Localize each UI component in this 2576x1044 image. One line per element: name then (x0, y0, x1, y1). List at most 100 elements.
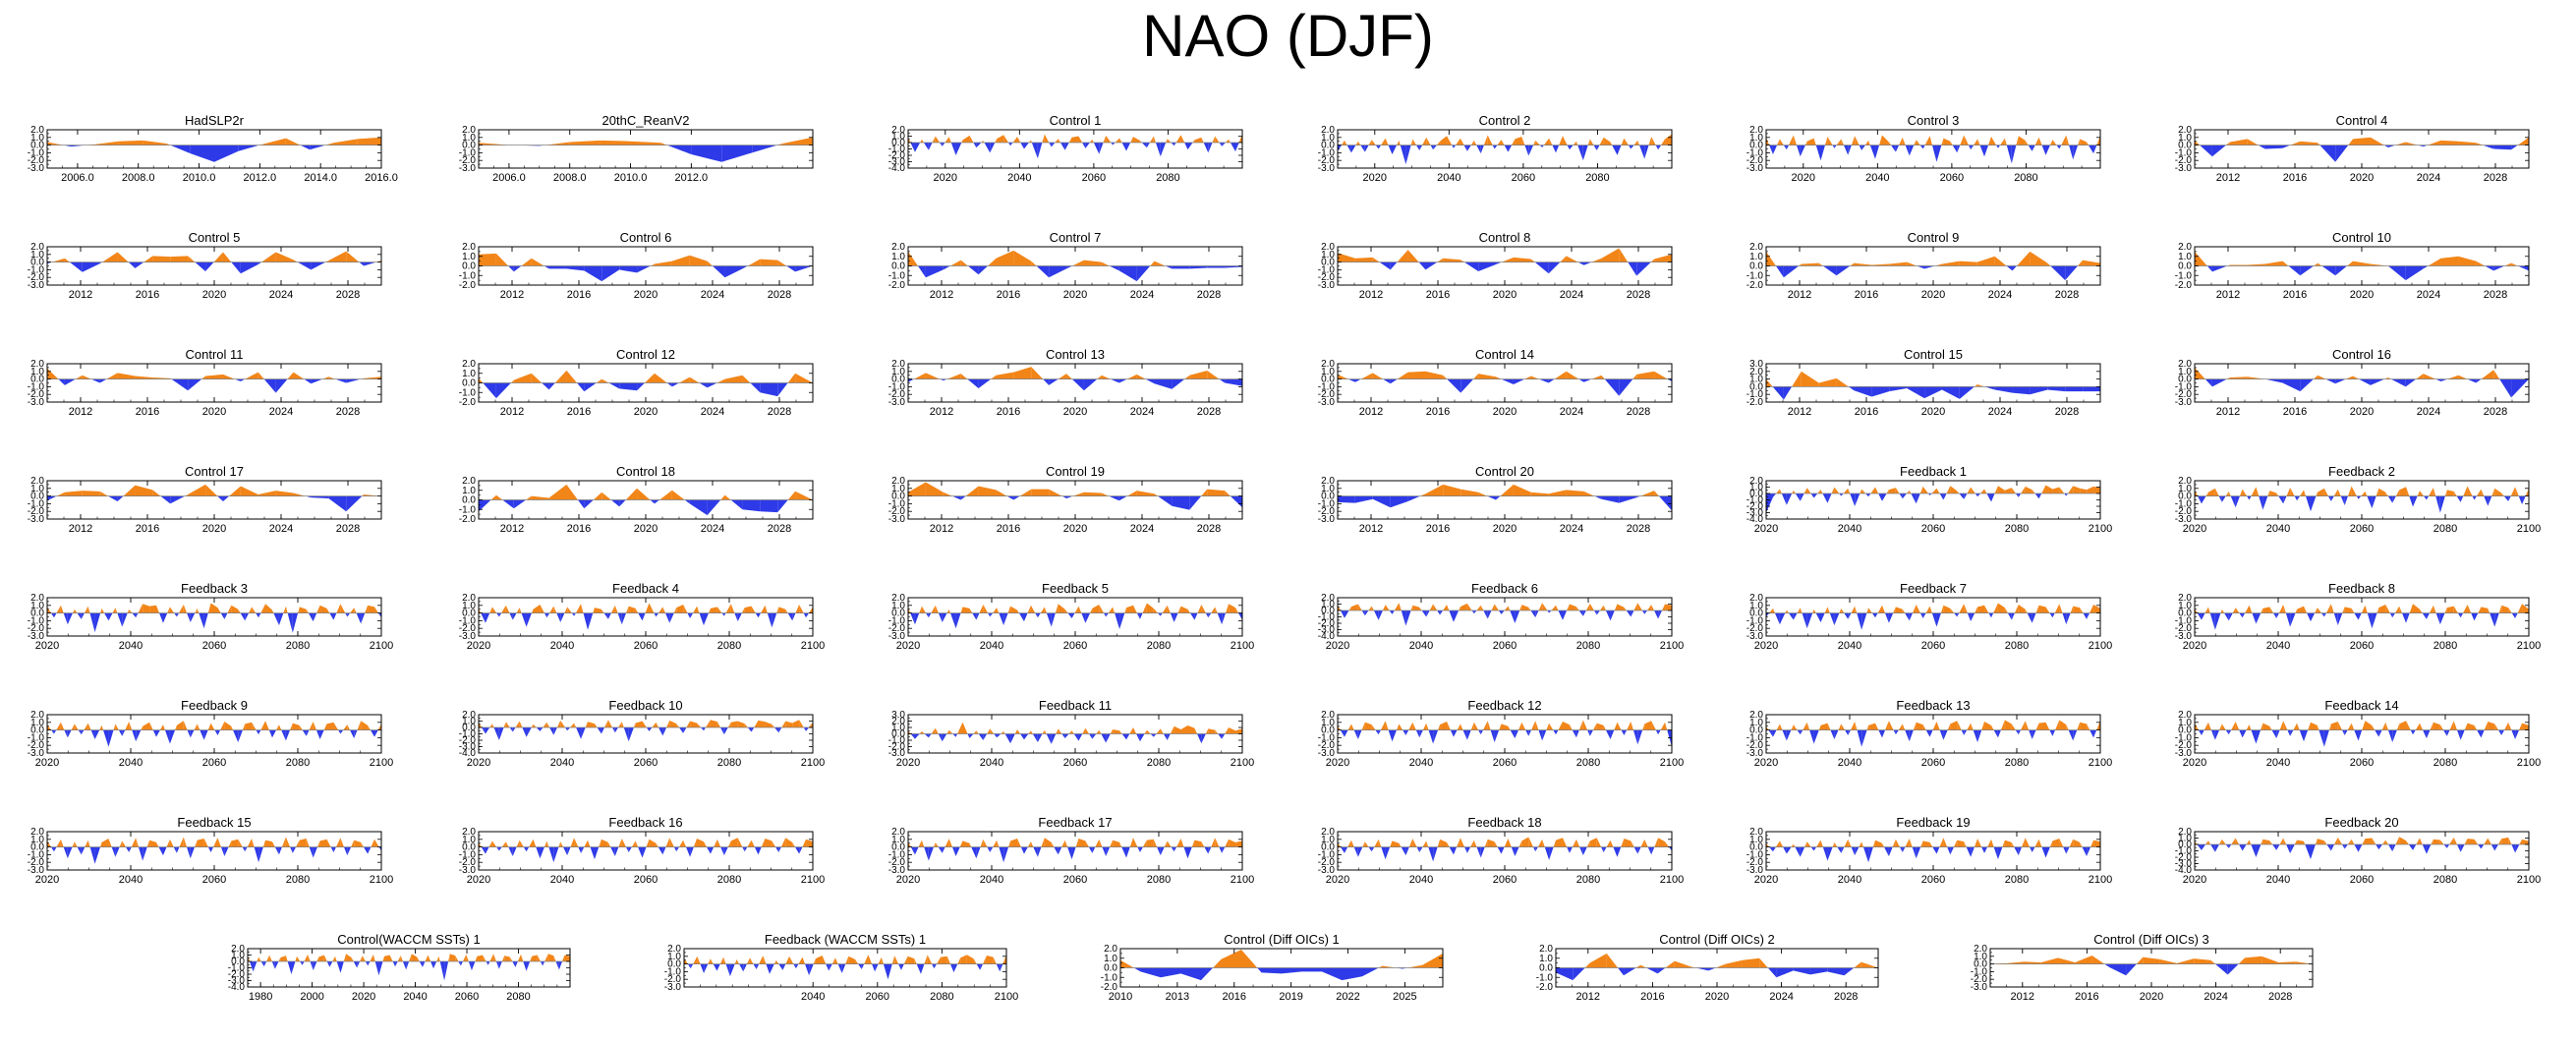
positive-area (217, 608, 221, 613)
negative-area (2201, 729, 2204, 736)
positive-area (1632, 374, 1637, 379)
plot-frame (2194, 129, 2530, 169)
negative-area (508, 846, 513, 856)
y-tick-label: -2.0 (28, 740, 45, 751)
negative-area (914, 143, 921, 152)
y-tick-label: 1.0 (2178, 252, 2192, 262)
positive-area (945, 839, 949, 847)
negative-area (136, 612, 139, 618)
y-tick-label: -2.0 (459, 857, 477, 868)
negative-area (1392, 729, 1398, 742)
positive-area (1175, 135, 1181, 143)
panel-title: 20thC_ReanV2 (602, 113, 690, 128)
x-tick-label: 2080 (2433, 757, 2457, 769)
negative-area (2358, 612, 2362, 620)
positive-area (188, 256, 196, 262)
positive-area (515, 721, 520, 727)
negative-area (549, 727, 554, 735)
negative-area (658, 846, 663, 855)
negative-area (703, 612, 710, 626)
negative-area (1619, 495, 1637, 503)
negative-area (152, 729, 157, 737)
negative-area (584, 382, 597, 392)
positive-area (1548, 490, 1567, 496)
positive-area (1817, 490, 1821, 493)
x-tick-label: 2100 (370, 757, 393, 769)
positive-area (564, 607, 568, 613)
negative-area (2083, 612, 2088, 619)
positive-area (1473, 140, 1477, 145)
negative-area (646, 727, 650, 731)
positive-area (2347, 486, 2352, 496)
negative-area (1375, 145, 1379, 149)
negative-area (1381, 846, 1386, 860)
negative-area (2426, 612, 2431, 619)
negative-area (1453, 729, 1458, 737)
negative-area (1357, 846, 1363, 857)
positive-area (2195, 251, 2207, 266)
negative-area (1463, 261, 1479, 271)
negative-area (1902, 493, 1908, 499)
positive-area (1422, 137, 1427, 145)
x-tick-label: 2020 (634, 289, 658, 301)
x-tick-label: 2016 (2283, 406, 2307, 418)
positive-area (1836, 377, 1849, 387)
negative-area (238, 729, 243, 743)
positive-area (772, 841, 776, 847)
negative-area (723, 846, 728, 856)
negative-area (774, 727, 779, 733)
y-tick-label: -1.0 (1746, 147, 1764, 158)
positive-area (1793, 135, 1797, 145)
positive-area (1350, 724, 1354, 730)
negative-area (1154, 378, 1173, 389)
negative-area (481, 612, 486, 623)
positive-area (1974, 139, 1978, 145)
positive-area (2267, 491, 2270, 496)
positive-area (659, 490, 672, 500)
negative-area (1184, 143, 1188, 150)
positive-area (501, 605, 506, 613)
negative-area (2065, 265, 2078, 281)
positive-area (217, 838, 221, 847)
negative-area (536, 727, 541, 731)
panel-title: Feedback 11 (1039, 698, 1112, 713)
positive-area (1194, 137, 1202, 143)
positive-area (1119, 138, 1122, 143)
positive-area (1235, 608, 1239, 613)
negative-area (1907, 386, 1925, 399)
x-tick-label: 2060 (1921, 757, 1945, 769)
y-tick-label: 0.0 (891, 842, 905, 853)
positive-area (635, 721, 643, 727)
y-tick-label: 0.0 (30, 141, 44, 151)
negative-area (2287, 729, 2291, 736)
positive-area (1440, 839, 1448, 847)
negative-area (1092, 846, 1096, 853)
y-tick-label: 0.0 (30, 258, 44, 268)
positive-area (1399, 724, 1403, 730)
positive-area (129, 722, 133, 730)
negative-area (1407, 495, 1421, 502)
y-tick-label: 1.0 (30, 250, 44, 261)
positive-area (231, 605, 239, 613)
negative-area (1033, 846, 1038, 857)
x-tick-label: 2020 (35, 640, 59, 652)
negative-area (955, 612, 961, 629)
positive-area (167, 607, 170, 613)
positive-area (995, 139, 998, 143)
negative-area (1893, 729, 1896, 735)
positive-area (1443, 605, 1448, 610)
positive-area (1215, 729, 1219, 734)
positive-area (1031, 367, 1044, 379)
negative-area (2494, 612, 2499, 627)
negative-area (122, 612, 128, 627)
panel-title: Control 19 (1046, 464, 1105, 479)
x-tick-label: 2012 (500, 523, 524, 535)
positive-area (1772, 608, 1775, 613)
x-tick-label: 2028 (768, 523, 791, 535)
negative-area (1834, 612, 1840, 626)
negative-area (271, 729, 277, 738)
negative-area (2511, 145, 2518, 150)
